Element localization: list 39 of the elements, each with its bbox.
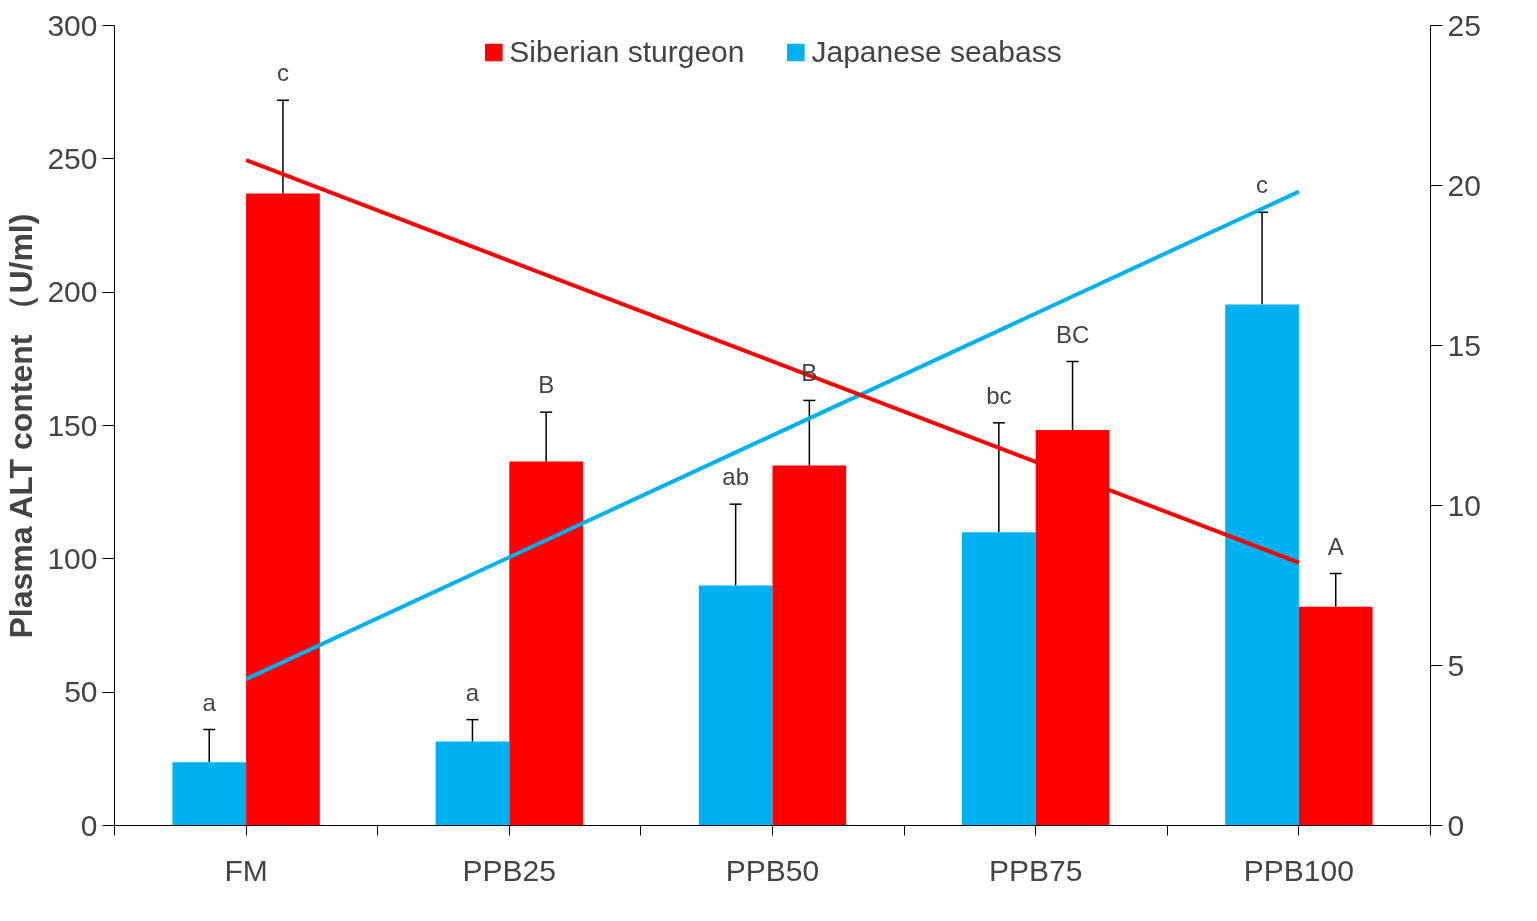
annotation: a <box>465 678 480 706</box>
annotation: ab <box>722 463 750 491</box>
bar <box>772 465 847 826</box>
y-tick-label: 150 <box>47 408 98 442</box>
y-tick-label: 250 <box>47 141 98 175</box>
y2-tick-label: 15 <box>1447 328 1481 362</box>
x-tick-label: PPB25 <box>462 853 557 887</box>
y2-tick-label: 25 <box>1447 8 1481 42</box>
y-tick-label: 0 <box>80 808 98 842</box>
annotation: bc <box>986 381 1012 409</box>
bar <box>246 193 320 826</box>
y2-tick-label: 5 <box>1447 648 1465 682</box>
bar <box>962 532 1036 826</box>
x-tick-label: PPB50 <box>725 853 820 887</box>
y-tick-label: 50 <box>64 675 98 709</box>
annotation: B <box>538 371 555 399</box>
annotation: A <box>1327 532 1344 560</box>
x-tick-label: FM <box>224 853 268 887</box>
y-tick-label: 100 <box>47 541 98 575</box>
bar <box>435 741 510 826</box>
y-axis-title: Plasma ALT content （U/ml) <box>3 213 40 639</box>
annotation: c <box>276 59 289 87</box>
legend-label: Siberian sturgeon <box>509 35 745 69</box>
y2-tick-label: 10 <box>1447 488 1481 522</box>
annotation: c <box>1256 171 1269 199</box>
bar <box>172 762 247 826</box>
bar <box>698 585 773 826</box>
y-tick-label: 300 <box>47 8 98 42</box>
annotation: BC <box>1055 320 1090 348</box>
y-tick-label: 200 <box>47 275 98 309</box>
y2-tick-label: 0 <box>1447 808 1465 842</box>
annotation: a <box>202 688 217 716</box>
y2-tick-label: 20 <box>1447 168 1481 202</box>
bar <box>1298 606 1373 826</box>
x-tick-label: PPB75 <box>989 853 1083 887</box>
legend-label: Japanese seabass <box>811 35 1062 69</box>
bar <box>509 461 583 826</box>
x-tick-label: PPB100 <box>1243 853 1354 887</box>
bar <box>1225 304 1299 826</box>
